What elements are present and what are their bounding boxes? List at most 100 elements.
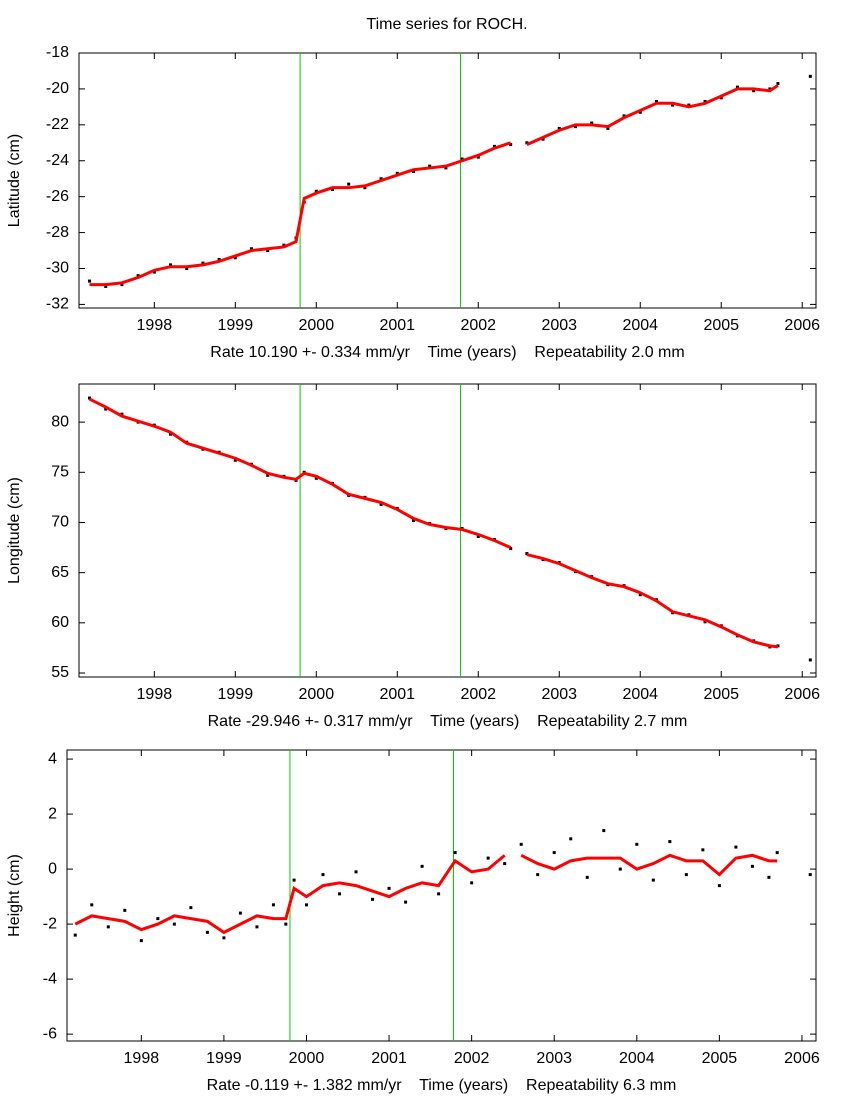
- observation: [266, 249, 270, 253]
- observation: [411, 518, 415, 522]
- y-tick-label: 80: [51, 413, 69, 430]
- observation: [651, 878, 655, 882]
- x-tick-label: 1999: [218, 317, 254, 334]
- observation: [217, 258, 221, 262]
- observation: [573, 125, 577, 129]
- observation: [120, 283, 124, 287]
- y-tick-label: 60: [51, 614, 69, 631]
- observation: [156, 917, 160, 921]
- observation: [88, 396, 92, 400]
- x-tick-label: 2001: [371, 1050, 407, 1067]
- observation: [734, 845, 738, 849]
- observation: [136, 274, 140, 278]
- observation: [486, 856, 490, 860]
- observation: [395, 171, 399, 175]
- y-tick-label: -2: [43, 915, 57, 932]
- observation: [321, 873, 325, 877]
- observation: [719, 96, 723, 100]
- plot-frame: [78, 52, 817, 309]
- observation: [266, 473, 270, 477]
- x-axis-label: Rate 10.190 +- 0.334 mm/yr Time (years) …: [210, 344, 684, 361]
- x-tick-label: 2003: [541, 686, 577, 703]
- x-tick-label: 2005: [702, 1050, 738, 1067]
- x-tick-label: 2004: [619, 1050, 655, 1067]
- observation: [371, 897, 375, 901]
- x-tick-label: 2006: [784, 686, 820, 703]
- observation: [238, 911, 242, 915]
- x-tick-label: 2002: [460, 686, 496, 703]
- observation: [622, 114, 626, 118]
- y-tick-label: -22: [46, 116, 69, 133]
- observation: [411, 170, 415, 174]
- observation: [808, 873, 812, 877]
- observation: [453, 851, 457, 855]
- observation: [735, 85, 739, 89]
- x-tick-label: 2003: [541, 317, 577, 334]
- y-axis-label: Longitude (cm): [6, 477, 23, 584]
- observation: [701, 848, 705, 852]
- observation: [152, 270, 156, 274]
- observation: [602, 829, 606, 833]
- observation: [250, 247, 254, 251]
- observation: [536, 873, 540, 877]
- observation: [552, 851, 556, 855]
- x-tick-label: 2000: [299, 317, 335, 334]
- observation: [314, 189, 318, 193]
- y-tick-label: -20: [46, 80, 69, 97]
- observation: [205, 930, 209, 934]
- y-axis-label: Latitude (cm): [6, 134, 23, 227]
- observation: [404, 900, 408, 904]
- x-tick-label: 1998: [137, 317, 173, 334]
- observation: [123, 908, 127, 912]
- observation: [120, 412, 124, 416]
- observation: [347, 182, 351, 186]
- observation: [654, 99, 658, 103]
- observation: [569, 837, 573, 841]
- observation: [808, 658, 812, 662]
- observation: [233, 458, 237, 462]
- observation: [444, 166, 448, 170]
- model-line: [88, 397, 779, 649]
- y-tick-label: -18: [46, 44, 69, 61]
- x-tick-label: 2006: [784, 1050, 820, 1067]
- observation: [638, 110, 642, 114]
- y-tick-label: -32: [46, 296, 69, 313]
- observation: [776, 82, 780, 86]
- observation: [73, 933, 77, 937]
- observation: [354, 870, 358, 874]
- observation: [104, 284, 108, 288]
- observation: [90, 903, 94, 907]
- observation: [717, 884, 721, 888]
- observation: [284, 922, 288, 926]
- y-tick-label: -24: [46, 152, 69, 169]
- y-tick-label: -30: [46, 260, 69, 277]
- observation: [338, 892, 342, 896]
- observation: [557, 126, 561, 130]
- observation: [618, 867, 622, 871]
- observation: [703, 620, 707, 624]
- observation: [379, 502, 383, 506]
- y-tick-label: 65: [51, 564, 69, 581]
- x-tick-label: 1998: [137, 686, 173, 703]
- x-tick-label: 2001: [379, 317, 415, 334]
- observation: [304, 903, 308, 907]
- observation: [222, 936, 226, 940]
- observation: [687, 103, 691, 107]
- x-tick-label: 2003: [536, 1050, 572, 1067]
- observation: [476, 155, 480, 159]
- observation: [437, 892, 441, 896]
- observation: [172, 922, 176, 926]
- model-line: [89, 84, 779, 287]
- x-tick-label: 1999: [218, 686, 254, 703]
- observation: [775, 851, 779, 855]
- observation: [684, 873, 688, 877]
- observation: [509, 143, 513, 147]
- observation: [282, 243, 286, 247]
- observation: [492, 144, 496, 148]
- y-tick-label: -26: [46, 188, 69, 205]
- observation: [363, 186, 367, 190]
- observation: [330, 187, 334, 191]
- observation: [541, 137, 545, 141]
